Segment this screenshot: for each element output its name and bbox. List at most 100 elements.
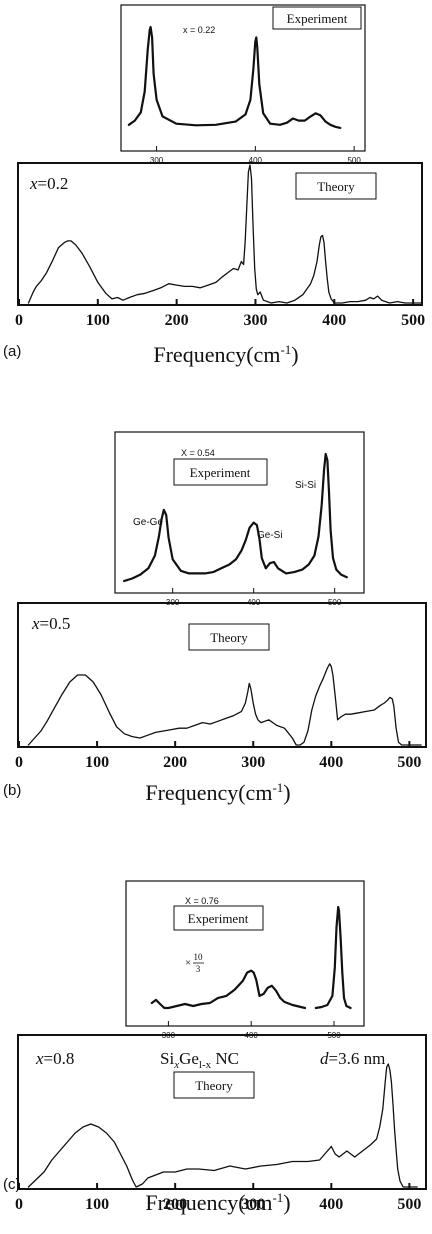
spectrum-line-c-theory-1	[27, 1063, 418, 1188]
x-axis-label-c-close: )	[283, 1190, 290, 1215]
x-tick-label-3-2: 200	[163, 754, 187, 771]
spectrum-line-b-experiment-1	[123, 452, 348, 583]
theory-ticks-b: 0 100 200 300 400 500	[15, 741, 421, 771]
theory-panel-a: 0 100 200 300 400 500 x=0.2 Theory	[15, 162, 425, 329]
diameter-label-value: =3.6 nm	[329, 1049, 386, 1068]
experiment-inset-a: 300 400 500 x = 0.22 Experiment	[120, 4, 366, 165]
diameter-label-var: d	[320, 1049, 329, 1068]
sample-label-theory-c-value: =0.8	[44, 1049, 75, 1068]
x-axis-label-b-text: Frequency(cm	[145, 780, 272, 805]
x-axis-label-b: Frequency(cm-1)	[145, 780, 290, 805]
x-axis-label-a-close: )	[291, 342, 298, 367]
theory-curve-c	[27, 1063, 418, 1188]
scale-factor-c: × 10 3	[185, 952, 204, 974]
x-axis-label-b-close: )	[283, 780, 290, 805]
sample-label-theory-c: x=0.8	[35, 1049, 74, 1068]
x-tick-label-1-1: 100	[86, 312, 110, 329]
spectrum-line-c-experiment-2	[314, 905, 352, 1010]
composition-title-nc: NC	[211, 1049, 239, 1068]
experiment-curve-c	[150, 905, 352, 1010]
sample-label-theory-b-value: =0.5	[40, 614, 71, 633]
theory-frame-a	[17, 162, 423, 306]
theory-box-b	[188, 623, 270, 651]
panel-letter-a: (a)	[3, 343, 21, 360]
theory-frame-b	[17, 602, 427, 748]
x-tick-label-0-2: 500	[347, 156, 361, 165]
x-tick-label-0-1: 400	[249, 156, 263, 165]
experiment-box-label-a: Experiment	[287, 11, 348, 26]
spectrum-line-c-experiment-1	[150, 969, 307, 1010]
scale-factor-prefix: ×	[185, 957, 191, 969]
sample-label-theory-b: x=0.5	[31, 614, 70, 633]
x-tick-label-5-3: 300	[241, 1196, 265, 1213]
x-tick-label-0-0: 300	[150, 156, 164, 165]
theory-panel-b: 0 100 200 300 400 500 x=0.5 Theory	[15, 602, 427, 771]
spectrum-line-a-theory-1	[27, 164, 422, 304]
panel-letter-b: (b)	[3, 782, 21, 799]
x-axis-label-a-sup: -1	[280, 342, 291, 357]
scale-factor-denominator: 3	[196, 964, 201, 974]
sample-label-exp-c: X = 0.76	[185, 896, 219, 906]
theory-box-label-c: Theory	[195, 1078, 233, 1093]
x-axis-label-c-sup: -1	[272, 1190, 283, 1205]
sample-label-exp-a: x = 0.22	[183, 25, 215, 35]
composition-title-c: SixGel-x NC	[160, 1049, 239, 1071]
experiment-box-label-b: Experiment	[190, 465, 251, 480]
x-tick-label-1-3: 300	[243, 312, 267, 329]
peak-label-si-si: Si-Si	[295, 480, 316, 491]
composition-title-ge: Ge	[179, 1049, 199, 1068]
sample-label-exp-b: X = 0.54	[181, 448, 215, 458]
experiment-curve-a	[127, 25, 342, 129]
theory-ticks-c: 0 100 200 300 400 500	[15, 1183, 421, 1213]
theory-panel-c: 0 100 200 300 400 500 x=0.8 SixGel-x NC d=3.6…	[15, 1034, 427, 1213]
x-tick-label-5-2: 200	[163, 1196, 187, 1213]
theory-box-a	[295, 172, 377, 200]
theory-curve-a	[27, 164, 422, 304]
x-tick-label-5-5: 500	[397, 1196, 421, 1213]
x-axis-label-a-text: Frequency(cm	[153, 342, 280, 367]
theory-box-label-a: Theory	[317, 179, 355, 194]
x-tick-label-1-5: 500	[401, 312, 425, 329]
x-tick-label-3-5: 500	[397, 754, 421, 771]
panel-c: 300 400 500 X = 0.76 Experiment × 10 3 0 10…	[3, 880, 427, 1215]
composition-title-sub2: l-x	[199, 1059, 212, 1071]
peak-label-ge-si: Ge-Si	[257, 530, 283, 541]
theory-curve-b	[27, 663, 422, 746]
experiment-box-c	[173, 905, 264, 931]
composition-title-sub1: x	[173, 1059, 179, 1071]
x-axis-label-c: Frequency(cm-1)	[145, 1190, 290, 1215]
experiment-ticks-c: 300 400 500	[162, 1021, 341, 1040]
experiment-inset-c: 300 400 500 X = 0.76 Experiment × 10 3	[125, 880, 365, 1040]
experiment-box-b	[173, 458, 268, 486]
panel-letter-c: (c)	[3, 1176, 21, 1193]
experiment-frame-a	[120, 4, 366, 152]
spectrum-line-a-experiment-1	[127, 25, 342, 129]
experiment-curve-b	[123, 452, 348, 583]
x-tick-label-1-2: 200	[165, 312, 189, 329]
x-tick-label-3-4: 400	[319, 754, 343, 771]
experiment-frame-c	[125, 880, 365, 1027]
experiment-ticks-a: 300 400 500	[150, 146, 361, 165]
x-tick-label-3-3: 300	[241, 754, 265, 771]
x-tick-label-1-4: 400	[322, 312, 346, 329]
composition-title-si: Si	[160, 1049, 174, 1068]
experiment-box-label-c: Experiment	[188, 911, 249, 926]
panel-a: 300 400 500 x = 0.22 Experiment 0 100 200 300…	[3, 4, 425, 367]
scale-factor-numerator: 10	[194, 952, 204, 962]
x-tick-label-3-0: 0	[15, 754, 23, 771]
theory-box-label-b: Theory	[210, 630, 248, 645]
panel-b: 300 400 500 X = 0.54 Experiment Ge-Ge Ge-S…	[3, 431, 427, 805]
x-axis-label-b-sup: -1	[272, 780, 283, 795]
x-axis-label-c-text: Frequency(cm	[145, 1190, 272, 1215]
theory-ticks-a: 0 100 200 300 400 500	[15, 299, 425, 329]
experiment-ticks-b: 300 400 500	[166, 588, 342, 607]
x-tick-label-3-1: 100	[85, 754, 109, 771]
experiment-frame-b	[114, 431, 365, 594]
x-tick-label-5-1: 100	[85, 1196, 109, 1213]
x-tick-label-5-4: 400	[319, 1196, 343, 1213]
theory-box-c	[173, 1071, 255, 1099]
experiment-inset-b: 300 400 500 X = 0.54 Experiment Ge-Ge Ge-S…	[114, 431, 365, 607]
spectrum-line-b-theory-1	[27, 663, 422, 746]
x-tick-label-5-0: 0	[15, 1196, 23, 1213]
